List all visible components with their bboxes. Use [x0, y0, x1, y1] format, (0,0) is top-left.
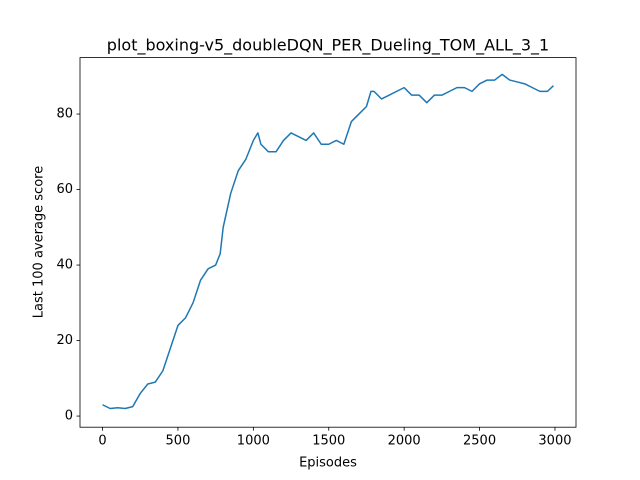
plot-frame	[79, 57, 577, 428]
x-tick-label: 2500	[463, 434, 496, 449]
x-tick-label: 1000	[237, 434, 270, 449]
y-axis-label: Last 100 average score	[32, 166, 47, 318]
x-tick-label: 0	[98, 434, 106, 449]
x-tick-label: 500	[166, 434, 191, 449]
y-tick-label: 20	[56, 333, 73, 348]
y-tick-label: 0	[65, 409, 73, 424]
chart-title: plot_boxing-v5_doubleDQN_PER_Dueling_TOM…	[107, 36, 549, 56]
x-tick-label: 2000	[388, 434, 421, 449]
line	[102, 73, 554, 410]
y-tick-label: 80	[56, 107, 73, 122]
x-tick-label: 1500	[312, 434, 345, 449]
y-tick-label: 60	[56, 182, 73, 197]
y-tick-label: 40	[56, 258, 73, 273]
x-tick-label: 3000	[538, 434, 571, 449]
x-axis-label: Episodes	[299, 456, 357, 471]
